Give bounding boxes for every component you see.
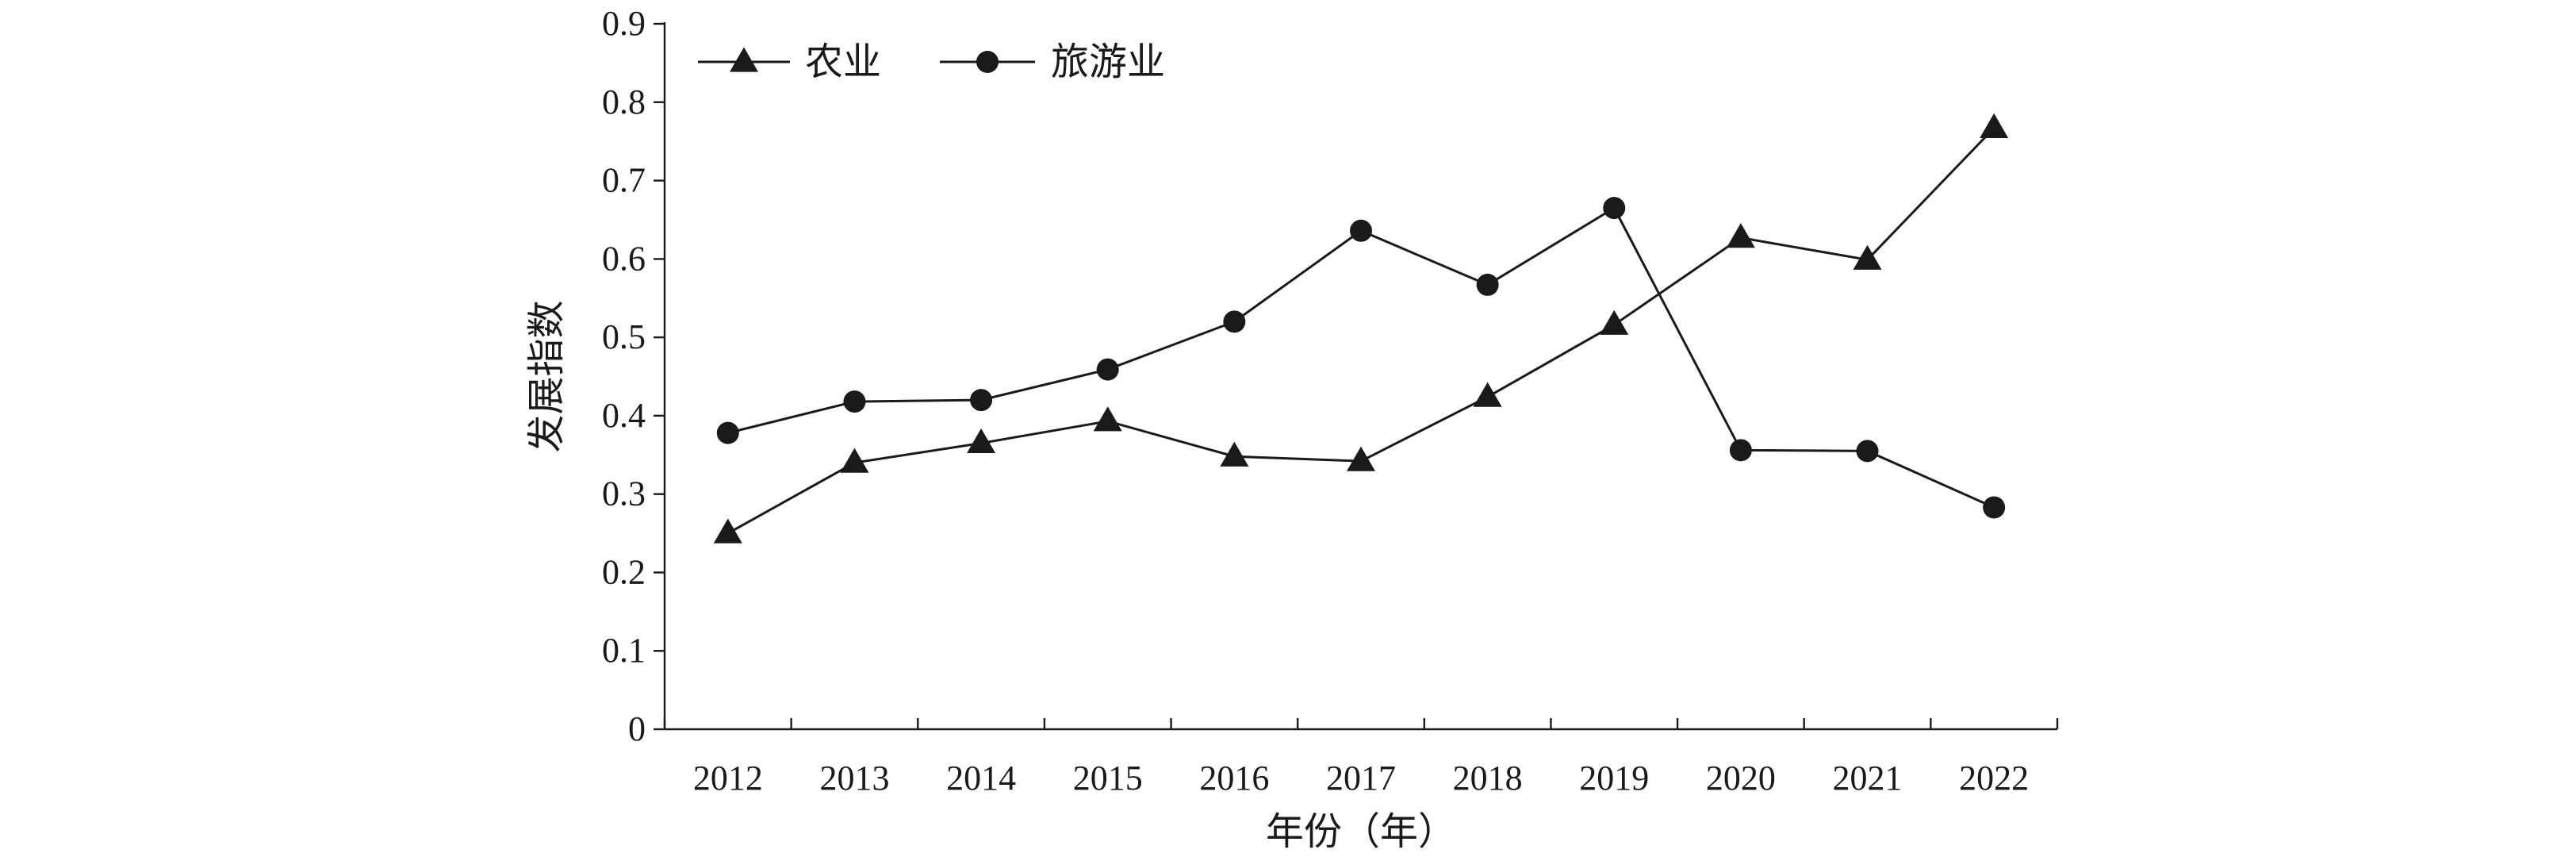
data-point-triangle [1980,113,2009,138]
x-tick-label: 2020 [1706,759,1776,797]
data-point-circle [1983,496,2006,519]
x-tick-label: 2012 [693,759,763,797]
data-point-circle [1096,358,1119,381]
series-layer [713,113,2009,544]
series-2 [716,197,2006,519]
data-point-circle [716,421,739,444]
data-point-triangle [967,428,996,454]
data-point-triangle [1347,446,1375,471]
data-point-triangle [713,518,742,544]
legend-circle-marker [976,51,999,73]
data-point-circle [843,390,866,413]
x-ticks: 2012 2013 2014 2015 2016 2017 2018 2019 2020 2021… [663,718,2059,797]
x-tick-label: 2013 [819,759,889,797]
y-tick-label: 0.6 [602,239,646,278]
x-tick-label: 2017 [1326,759,1396,797]
x-tick-label: 2021 [1833,759,1903,797]
x-axis-title: 年份（年） [1266,811,1456,853]
y-tick-label: 0.3 [602,475,646,513]
data-point-triangle [1726,223,1755,248]
y-tick-label: 0.8 [602,83,646,121]
data-point-triangle [1220,441,1249,467]
y-tick-label: 0 [628,709,646,748]
y-tick-label: 0.2 [602,552,646,591]
x-tick-label: 2018 [1453,759,1523,797]
y-ticks: 0 0.1 0.2 0.3 0.4 0.5 0.6 0.7 0.8 0.9 [602,4,665,748]
data-point-circle [1223,310,1246,333]
data-point-triangle [1473,382,1502,407]
y-tick-label: 0.4 [602,396,646,435]
x-tick-label: 2014 [946,759,1016,797]
series-1 [713,113,2009,544]
data-point-triangle [840,448,869,473]
axes [663,22,2057,731]
y-tick-label: 0.9 [602,4,646,43]
data-point-triangle [1853,244,1882,270]
y-axis-title: 发展指数 [526,300,568,452]
y-tick-label: 0.5 [602,317,646,356]
y-tick-label: 0.7 [602,161,646,200]
x-tick-label: 2019 [1579,759,1649,797]
data-point-triangle [1093,406,1122,432]
x-tick-label: 2016 [1199,759,1269,797]
series-line [727,127,1995,535]
x-tick-label: 2015 [1073,759,1143,797]
legend-item-1: 农业 [698,41,881,83]
x-tick-label: 2022 [1959,759,2029,797]
data-point-circle [1856,440,1879,463]
data-point-circle [970,389,993,412]
legend-item-2: 旅游业 [940,41,1165,83]
data-point-circle [1350,219,1372,242]
y-tick-label: 0.1 [602,631,646,670]
data-point-circle [1603,197,1626,220]
legend-label: 农业 [805,41,881,83]
legend-label: 旅游业 [1051,41,1165,83]
legend-triangle-marker [730,47,758,72]
legend: 农业 旅游业 [698,41,1165,83]
data-point-circle [1729,439,1752,462]
data-point-triangle [1600,309,1629,335]
data-point-circle [1476,273,1499,296]
